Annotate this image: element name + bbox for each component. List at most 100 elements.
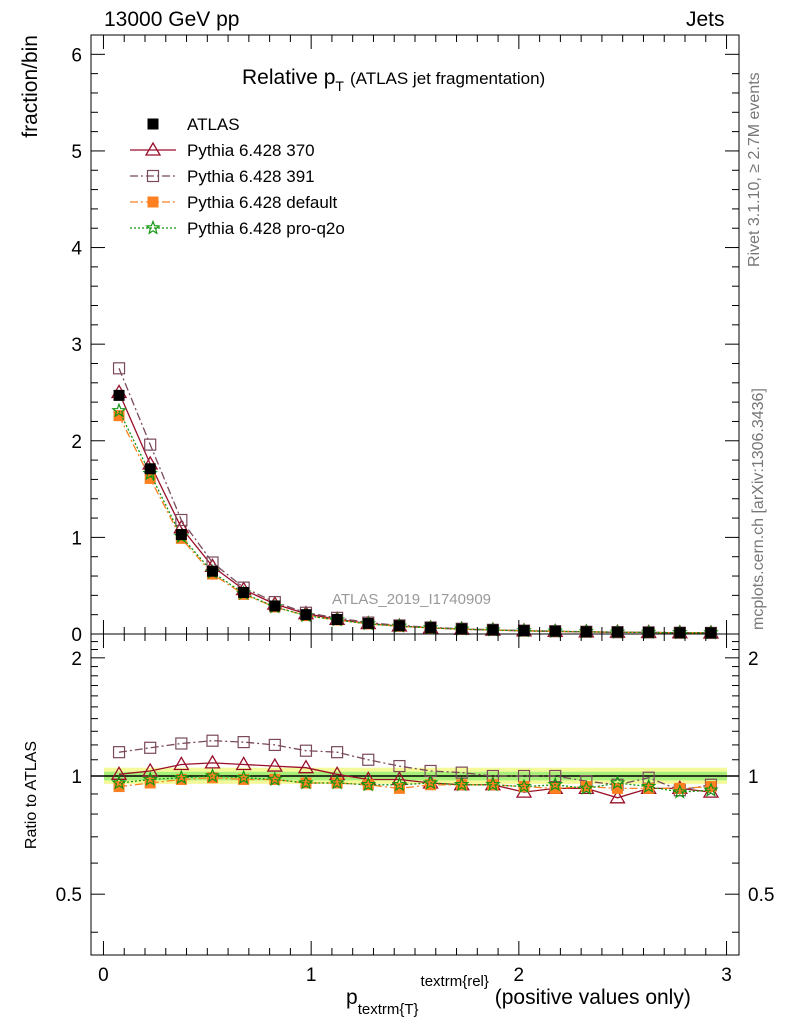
ratio-point [672,783,688,799]
ratio-point [609,774,626,790]
ratio-point [297,759,315,774]
legend-marker [145,219,161,235]
ratio-point [391,776,408,792]
ratio-point [456,779,468,791]
ratio-point [175,773,187,785]
ratio-tick-label: 1 [71,767,82,788]
legend-marker [146,169,160,183]
ratio-point [329,774,345,790]
reference-point [144,463,156,475]
ratio-point [268,738,281,752]
ratio-point [142,771,158,787]
ratio-point [612,782,623,794]
ratio-point [487,779,499,791]
ratio-panel-frame [90,633,740,956]
reference-point [269,600,281,612]
y-tick-label: 6 [71,45,82,66]
ratio-tick-label: 2 [748,649,759,670]
y-tick-label: 4 [71,239,82,260]
data-point [112,362,126,375]
header-right: Jets [686,8,725,31]
ratio-point [299,744,313,757]
data-point [144,438,157,451]
ratio-point [237,736,250,749]
x-tick-label: 2 [514,965,525,986]
x-axis-title: ptextrm{T}textrm{rel} (positive values o… [346,973,691,1018]
legend-label: Pythia 6.428 391 [187,167,315,186]
ratio-point [703,782,719,797]
series-line-ratio [118,775,712,793]
ratio-point [485,776,501,792]
ratio-point [173,769,190,785]
reference-point [549,625,561,637]
ratio-point [674,782,686,794]
ratio-point [111,774,127,790]
rivet-label: Rivet 3.1.10, ≥ 2.7M events [746,72,763,267]
y-tick-label: 0 [71,625,82,646]
data-point [111,402,127,418]
reference-point [674,627,686,639]
ratio-point [300,777,312,789]
watermark: ATLAS_2019_I1740909 [332,591,491,608]
reference-point [238,586,250,598]
reference-point [331,614,343,626]
axis-ticks: 0 1 2 3 4 5 6 0.5 0.5 1 1 2 2 0 1 2 3 [56,35,774,986]
ratio-point [266,757,283,772]
ratio-point [393,759,406,773]
ratio-point [267,771,283,787]
ratio-point [204,767,221,783]
reference-point [207,565,218,577]
y-tick-label: 2 [71,432,82,453]
reference-point [300,609,312,621]
ratio-point [110,766,128,780]
y-tick-label: 5 [71,142,82,163]
ratio-point [175,737,188,750]
ratio-point [705,781,717,793]
ratio-point [580,781,592,793]
ratio-point [173,756,190,771]
reference-point [580,626,592,638]
ratio-point [549,769,562,783]
x-tick-label: 3 [721,965,732,986]
header-left: 13000 GeV pp [104,8,240,31]
ratio-point [360,776,377,792]
ratio-point [112,746,126,759]
reference-point [425,622,437,634]
ratio-point [235,756,252,771]
ratio-point [425,779,437,791]
ratio-y-axis-title: Ratio to ATLAS [23,741,40,849]
series-layer [110,362,720,804]
ratio-point [144,741,157,754]
ratio-point [549,782,561,794]
ratio-point [609,789,626,804]
legend-marker [147,196,159,208]
x-tick-label: 1 [306,965,317,986]
legend-label: Pythia 6.428 default [187,193,338,212]
ratio-point [113,781,125,793]
reference-point [393,620,405,632]
data-point [175,513,188,527]
ratio-point [204,754,221,769]
ratio-tick-label: 0.5 [56,885,82,906]
data-point [144,472,156,484]
legend: ATLAS Pythia 6.428 370 Pythia 6.428 391 Pyt… [130,115,345,238]
main-y-axis-title: fraction/bin [19,35,42,138]
reference-point [487,624,499,636]
reference-point [362,617,374,629]
y-tick-label: 3 [71,335,82,356]
ratio-tick-label: 2 [71,649,82,670]
reference-point [612,626,623,638]
reference-point [643,626,655,638]
ratio-point [331,777,343,789]
ratio-point [298,774,314,790]
uncertainty-bands [91,767,739,784]
legend-marker [144,141,162,156]
ratio-point [422,774,439,790]
legend-label: Pythia 6.428 pro-q2o [187,219,345,238]
data-point [113,410,125,422]
ratio-point [453,776,470,792]
ratio-point [331,746,344,759]
ratio-point [206,734,219,747]
x-tick-label: 0 [98,965,109,986]
